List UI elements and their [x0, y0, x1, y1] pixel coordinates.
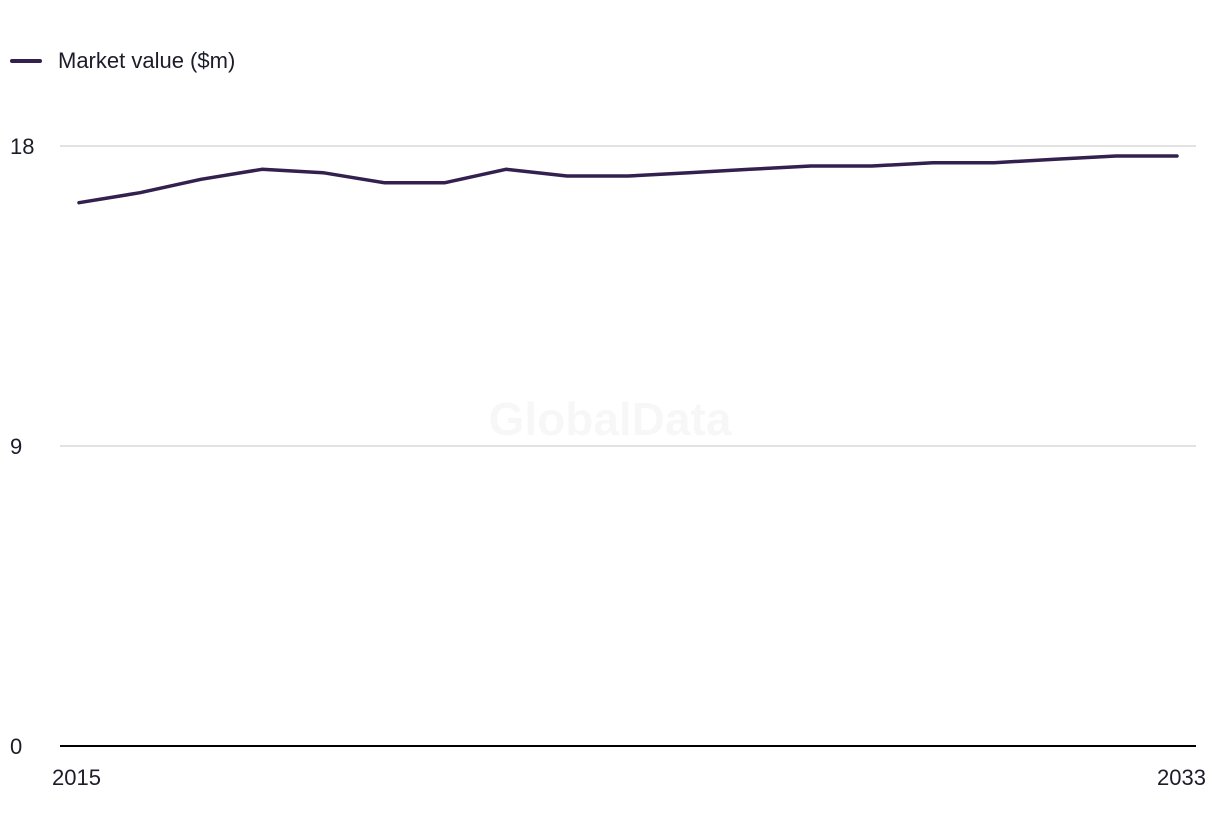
data-point — [931, 161, 935, 165]
data-point — [138, 191, 142, 195]
data-point — [443, 181, 447, 185]
data-point — [77, 201, 81, 205]
x-tick-label: 2033 — [1157, 765, 1206, 790]
x-tick-label: 2015 — [52, 765, 101, 790]
data-point — [687, 171, 691, 175]
data-point — [1053, 157, 1057, 161]
data-point — [809, 164, 813, 168]
data-point — [1175, 154, 1179, 158]
series-layer — [77, 154, 1179, 205]
series-line — [77, 154, 1179, 205]
x-axis-ticks: 2015 2033 — [52, 765, 1206, 790]
data-point — [1114, 154, 1118, 158]
legend-label: Market value ($m) — [58, 48, 236, 73]
data-point — [870, 164, 874, 168]
legend: Market value ($m) — [10, 46, 235, 76]
data-point — [199, 177, 203, 181]
data-point — [626, 174, 630, 178]
data-point — [748, 167, 752, 171]
y-tick-label: 0 — [10, 734, 22, 759]
data-point — [321, 171, 325, 175]
data-point — [565, 174, 569, 178]
data-point — [260, 167, 264, 171]
y-tick-label: 9 — [10, 434, 22, 459]
data-point — [504, 167, 508, 171]
y-axis-ticks: 0 9 18 — [10, 134, 34, 759]
legend-swatch — [10, 59, 42, 63]
data-point — [382, 181, 386, 185]
data-point — [992, 161, 996, 165]
watermark: GlobalData — [489, 393, 732, 445]
grid-lines — [60, 145, 1196, 747]
y-tick-label: 18 — [10, 134, 34, 159]
